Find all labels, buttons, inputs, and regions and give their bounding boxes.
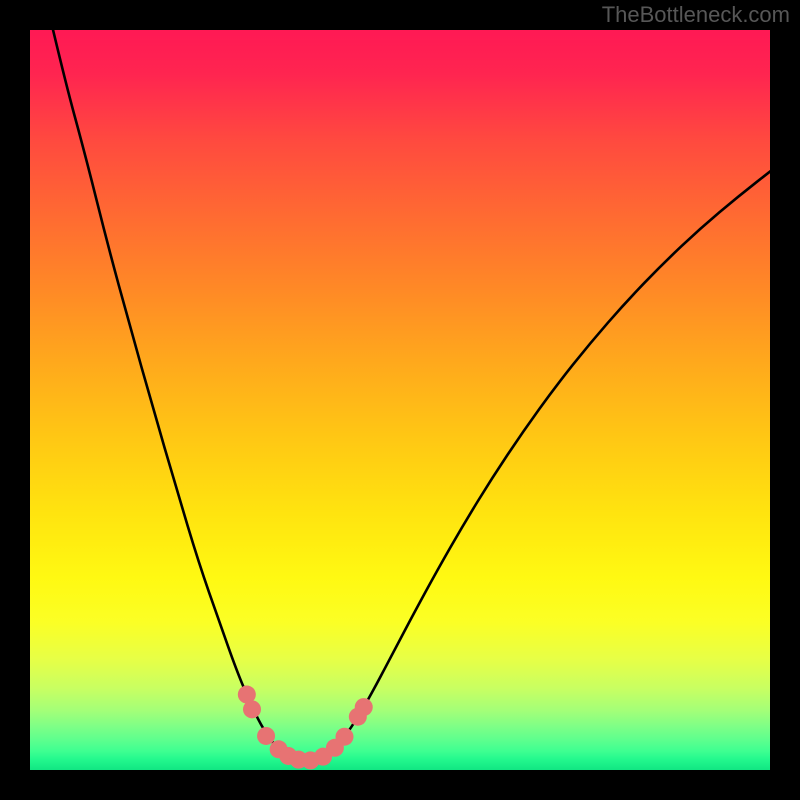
curve-marker — [336, 728, 354, 746]
chart-svg — [30, 30, 770, 770]
curve-marker — [243, 700, 261, 718]
watermark-text: TheBottleneck.com — [602, 2, 790, 28]
chart-outer: TheBottleneck.com — [0, 0, 800, 800]
curve-marker — [355, 698, 373, 716]
chart-panel — [30, 30, 770, 770]
curve-marker — [257, 727, 275, 745]
chart-background — [30, 30, 770, 770]
